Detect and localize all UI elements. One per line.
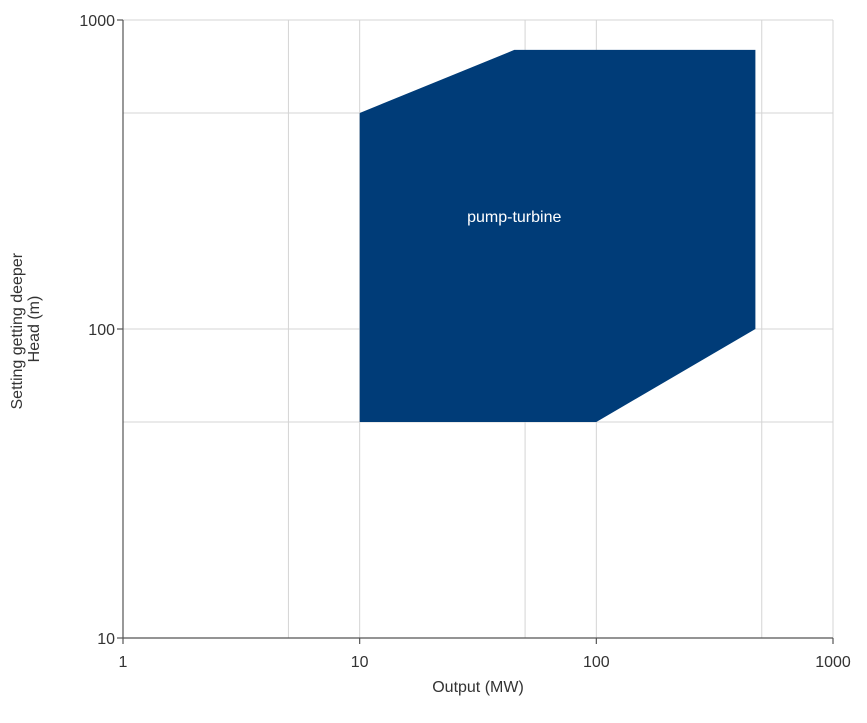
axes bbox=[117, 19, 834, 644]
y-axis-title-line-2: Head (m) bbox=[26, 296, 43, 363]
y-axis-title-line-1: Setting getting deeper bbox=[9, 252, 26, 409]
x-tick-label: 1000 bbox=[815, 654, 851, 671]
y-tick-label: 100 bbox=[88, 322, 115, 339]
y-tick-label: 1000 bbox=[79, 13, 115, 30]
x-tick-label: 10 bbox=[351, 654, 369, 671]
y-axis-title: Setting getting deeper Head (m) bbox=[9, 248, 43, 409]
regions: pump-turbine bbox=[359, 49, 756, 423]
x-tick-label: 100 bbox=[583, 654, 610, 671]
region-pump-turbine bbox=[359, 49, 756, 423]
x-axis-title: Output (MW) bbox=[432, 679, 524, 696]
x-tick-label: 1 bbox=[119, 654, 128, 671]
y-tick-label: 10 bbox=[97, 631, 115, 648]
region-label: pump-turbine bbox=[467, 209, 561, 226]
